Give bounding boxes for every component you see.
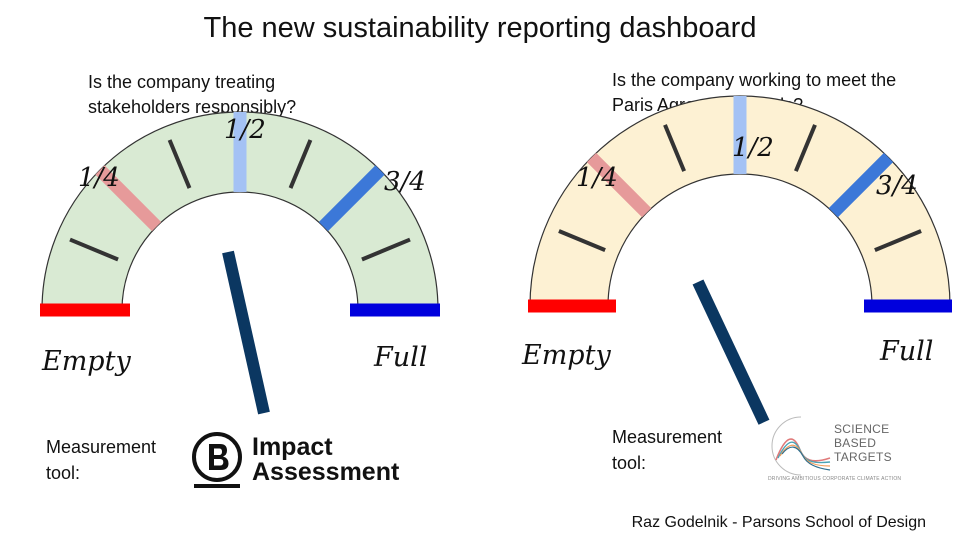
tick-mark [288, 139, 313, 189]
full-label: Full [373, 342, 427, 373]
page-title: The new sustainability reporting dashboa… [203, 12, 757, 44]
mark-label-half: 1/2 [732, 133, 774, 163]
logo-text-based: BASED [834, 436, 877, 450]
tick-mark [361, 237, 411, 262]
logo-text-targets: TARGETS [834, 450, 892, 464]
science-based-targets-logo: SCIENCE BASED TARGETS DRIVING AMBITIOUS … [768, 414, 908, 490]
logo-text-assessment: Assessment [252, 458, 400, 486]
tick-mark [663, 124, 686, 172]
sbt-waves-icon [771, 416, 831, 476]
needle [222, 250, 270, 415]
measurement-tool-label: Measurement tool: [46, 437, 157, 483]
empty-label: Empty [521, 340, 611, 371]
logo-tagline: DRIVING AMBITIOUS CORPORATE CLIMATE ACTI… [768, 476, 902, 482]
measurement-tool-label: Measurement tool: [612, 427, 723, 473]
gauge-arc [529, 95, 951, 307]
tick-mark [794, 124, 817, 172]
gauge-arc [41, 111, 439, 311]
mark-label-half: 1/2 [224, 115, 266, 145]
author-credit: Raz Godelnik - Parsons School of Design [631, 514, 926, 531]
empty-label: Empty [41, 346, 131, 377]
three-quarter-marker [318, 165, 385, 232]
tick-mark [167, 139, 192, 189]
tick-mark [558, 229, 606, 252]
three-quarter-marker [828, 152, 894, 218]
tick-mark [874, 229, 922, 252]
b-corp-icon [192, 432, 242, 488]
mark-label-three-quarter: 3/4 [384, 167, 426, 197]
needle [692, 279, 770, 425]
quarter-marker [95, 165, 162, 232]
logo-text-impact: Impact [252, 433, 333, 461]
full-label: Full [879, 336, 933, 367]
b-impact-assessment-logo: Impact Assessment [190, 428, 420, 492]
mark-label-quarter: 1/4 [576, 163, 618, 193]
mark-label-quarter: 1/4 [78, 163, 120, 193]
tick-mark [69, 237, 119, 262]
logo-text-science: SCIENCE [834, 422, 890, 436]
mark-label-three-quarter: 3/4 [876, 171, 918, 201]
quarter-marker [586, 152, 652, 218]
